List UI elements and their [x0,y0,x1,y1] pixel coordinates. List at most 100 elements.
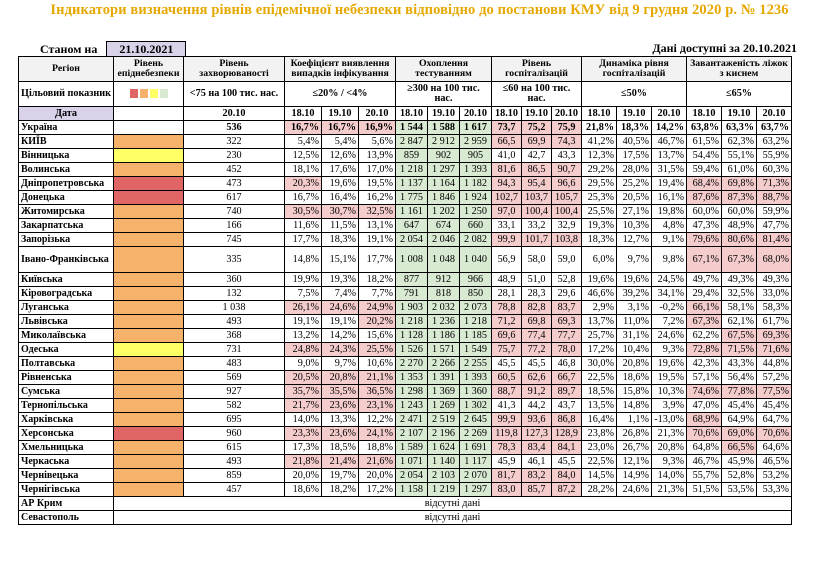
hosp-value: 86,8 [551,412,582,427]
dynamics-value: 7,2% [651,314,687,329]
hosp-value: 60,5 [491,370,522,385]
testing-value: 1 218 [395,314,428,329]
detection-value: 20,0% [284,468,322,483]
testing-value: 2 070 [459,468,492,483]
region-name: Тернопільська [18,398,114,413]
oxygen-value: 56,4% [721,370,757,385]
region-name: Івано-Франківська [18,246,114,273]
oxygen-value: 55,9% [756,148,792,163]
dynamics-value: 34,1% [651,286,687,301]
hosp-value: 32,9 [551,218,582,233]
dynamics-value: 25,5% [581,204,617,219]
testing-value: 1 544 [395,120,428,135]
testing-value: 1 846 [427,190,460,205]
oxygen-value: 48,9% [721,218,757,233]
detection-value: 20,0% [358,468,396,483]
level-indicator [113,440,184,455]
testing-value: 902 [427,148,460,163]
incidence-value: 335 [183,246,285,273]
hosp-value: 45,5 [521,356,552,371]
hosp-value: 97,0 [491,204,522,219]
testing-value: 2 266 [427,356,460,371]
oxygen-value: 81,4% [756,232,792,247]
oxygen-value: 88,7% [756,190,792,205]
detection-value: 23,1% [358,398,396,413]
col-level: Рівень епіднебезпеки [113,56,184,82]
dynamics-value: 13,5% [581,398,617,413]
testing-value: 1 158 [395,482,428,497]
oxygen-value: 44,8% [756,356,792,371]
oxygen-value: 46,5% [756,454,792,469]
hosp-value: 75,7 [491,342,522,357]
hosp-value: 100,4 [521,204,552,219]
status-date-block: Станом на 21.10.2021 [40,41,187,58]
dynamics-value: 25,7% [581,328,617,343]
dynamics-value: 18,6% [616,370,652,385]
detection-value: 35,5% [321,384,359,399]
region-name: Сумська [18,384,114,399]
detection-value: 18,6% [284,482,322,497]
detection-value: 17,3% [284,440,322,455]
incidence-value: 483 [183,356,285,371]
testing-value: 674 [427,218,460,233]
oxygen-value: 71,5% [721,342,757,357]
incidence-value: 617 [183,190,285,205]
testing-value: 2 912 [427,134,460,149]
date-row: Дата 20.10 18.10 19.10 20.10 18.10 19.10 20.1… [18,106,792,121]
dynamics-value: 19,6% [616,272,652,287]
incidence-value: 322 [183,134,285,149]
table-row-missing: Севастополь відсутні дані [18,510,792,525]
oxygen-value: 32,5% [721,286,757,301]
hosp-value: 82,8 [521,300,552,315]
oxygen-value: 69,8% [721,176,757,191]
hosp-value: 99,9 [491,412,522,427]
hosp-value: 90,7 [551,162,582,177]
oxygen-value: 45,4% [721,398,757,413]
detection-value: 21,7% [284,398,322,413]
hosp-value: 69,8 [521,314,552,329]
testing-value: 660 [459,218,492,233]
detection-value: 35,7% [284,384,322,399]
testing-value: 1 140 [427,454,460,469]
region-name: Хмельницька [18,440,114,455]
detection-value: 10,6% [358,356,396,371]
level-indicator [113,384,184,399]
oxygen-value: 87,6% [686,190,722,205]
testing-value: 1 185 [459,328,492,343]
oxygen-value: 60,3% [756,162,792,177]
oxygen-value: 29,4% [686,286,722,301]
oxygen-value: 80,6% [721,232,757,247]
dynamics-value: 9,8% [651,246,687,273]
incidence-value: 745 [183,232,285,247]
incidence-value: 493 [183,454,285,469]
testing-value: 1 775 [395,190,428,205]
hosp-value: 28,3 [521,286,552,301]
hosp-value: 88,7 [491,384,522,399]
hosp-value: 85,7 [521,482,552,497]
hosp-value: 77,7 [551,328,582,343]
hosp-value: 74,3 [551,134,582,149]
table-row: КИЇВ 322 5,4% 5,4% 5,6% 2 847 2 912 2 959 66,5 69… [18,134,792,149]
testing-value: 1 202 [427,204,460,219]
testing-value: 1 369 [427,384,460,399]
dynamics-value: 23,0% [581,440,617,455]
hosp-value: 84,0 [551,468,582,483]
dynamics-value: 12,7% [616,232,652,247]
detection-value: 18,2% [321,482,359,497]
dynamics-value: 46,6% [581,286,617,301]
hosp-value: 75,9 [551,120,582,135]
detection-value: 30,5% [284,204,322,219]
detection-value: 16,7% [284,120,322,135]
hosp-value: 83,2 [521,468,552,483]
dynamics-value: 46,7% [651,134,687,149]
detection-value: 13,9% [358,148,396,163]
detection-value: 18,5% [321,440,359,455]
oxygen-value: 58,1% [721,300,757,315]
testing-value: 2 471 [395,412,428,427]
dynamics-value: 24,5% [651,272,687,287]
oxygen-value: 72,8% [686,342,722,357]
legend-swatch [139,89,148,99]
hosp-value: 81,6 [491,162,522,177]
detection-value: 19,1% [358,232,396,247]
dynamics-value: 19,5% [651,370,687,385]
